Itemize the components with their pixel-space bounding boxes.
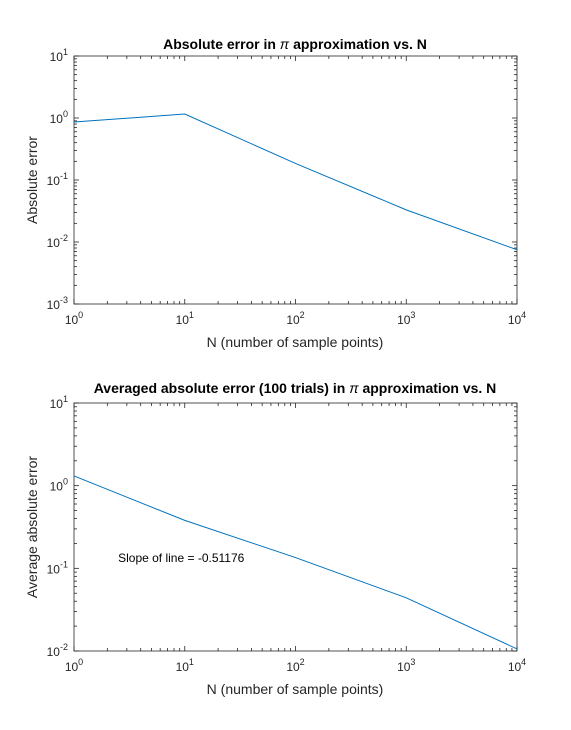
x-tick-label: 101	[176, 657, 194, 674]
absolute-error-plot: Absolute error in π approximation vs. N …	[24, 36, 526, 350]
y-axis-label: Average absolute error	[24, 456, 40, 598]
y-tick-label: 10-2	[47, 233, 68, 250]
y-axis-ticks: 10-2 10-1 100 101	[47, 394, 517, 659]
x-tick-label: 104	[508, 310, 526, 327]
slope-annotation: Slope of line = -0.51176	[118, 551, 245, 565]
x-tick-label: 102	[286, 310, 304, 327]
y-tick-label: 10-2	[47, 642, 68, 659]
x-tick-label: 100	[65, 310, 83, 327]
x-tick-label: 102	[286, 657, 304, 674]
plot-area	[73, 402, 518, 652]
x-axis-ticks: 100 101 102 103 104	[65, 403, 526, 674]
y-tick-label: 10-1	[47, 559, 68, 576]
plot-area	[73, 55, 518, 305]
y-tick-label: 10-1	[47, 171, 68, 188]
averaged-absolute-error-plot: Averaged absolute error (100 trials) in …	[24, 380, 526, 697]
x-tick-label: 103	[397, 310, 415, 327]
y-axis-ticks: 10-3 10-2 10-1 100 101	[47, 47, 517, 312]
x-tick-label: 100	[65, 657, 83, 674]
x-axis-label: N (number of sample points)	[207, 681, 384, 697]
plot-title: Absolute error in π approximation vs. N	[163, 36, 427, 52]
x-tick-label: 101	[176, 310, 194, 327]
y-axis-label: Absolute error	[24, 136, 40, 224]
absolute-error-series-line	[73, 113, 518, 251]
x-tick-label: 104	[508, 657, 526, 674]
average-error-series-line	[73, 475, 518, 650]
plot-title: Averaged absolute error (100 trials) in …	[94, 380, 497, 396]
y-tick-label: 101	[50, 394, 68, 411]
y-tick-label: 101	[50, 47, 68, 64]
x-axis-ticks: 100 101 102 103 104	[65, 56, 526, 327]
y-tick-label: 100	[50, 477, 68, 494]
y-tick-label: 100	[50, 109, 68, 126]
x-axis-label: N (number of sample points)	[207, 334, 384, 350]
x-tick-label: 103	[397, 657, 415, 674]
y-tick-label: 10-3	[47, 295, 68, 312]
